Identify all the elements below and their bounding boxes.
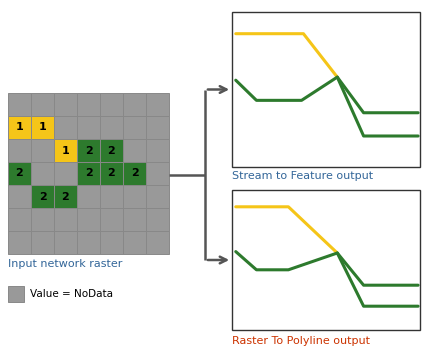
Bar bbox=[77, 139, 100, 162]
Bar bbox=[8, 162, 31, 185]
Text: 2: 2 bbox=[131, 168, 138, 178]
Bar bbox=[31, 116, 54, 139]
Bar bbox=[31, 208, 54, 231]
Bar bbox=[100, 185, 123, 208]
Bar bbox=[232, 12, 420, 167]
Bar bbox=[31, 162, 54, 185]
Bar bbox=[31, 185, 54, 208]
Bar bbox=[31, 185, 54, 208]
Bar bbox=[100, 116, 123, 139]
Bar bbox=[123, 116, 146, 139]
Bar bbox=[54, 116, 77, 139]
Bar bbox=[77, 139, 100, 162]
Bar bbox=[123, 93, 146, 116]
Bar bbox=[31, 116, 54, 139]
Bar bbox=[123, 162, 146, 185]
Bar bbox=[100, 139, 123, 162]
Text: 2: 2 bbox=[85, 168, 92, 178]
Bar bbox=[123, 139, 146, 162]
Bar bbox=[100, 162, 123, 185]
Bar bbox=[77, 162, 100, 185]
Bar bbox=[8, 116, 31, 139]
Bar bbox=[100, 208, 123, 231]
Bar bbox=[146, 185, 169, 208]
Bar bbox=[8, 116, 31, 139]
Bar bbox=[8, 286, 24, 302]
Bar bbox=[123, 208, 146, 231]
Bar bbox=[8, 93, 31, 116]
Text: 1: 1 bbox=[39, 122, 46, 132]
Bar bbox=[54, 139, 77, 162]
Bar bbox=[100, 93, 123, 116]
Text: Raster To Polyline output: Raster To Polyline output bbox=[232, 336, 370, 346]
Bar bbox=[54, 162, 77, 185]
Bar bbox=[54, 208, 77, 231]
Bar bbox=[77, 162, 100, 185]
Text: 1: 1 bbox=[61, 145, 69, 155]
Bar bbox=[31, 93, 54, 116]
Bar bbox=[146, 93, 169, 116]
Bar bbox=[146, 116, 169, 139]
Text: 2: 2 bbox=[108, 145, 115, 155]
Bar bbox=[123, 231, 146, 254]
Bar bbox=[100, 231, 123, 254]
Text: 2: 2 bbox=[61, 191, 69, 201]
Text: 1: 1 bbox=[15, 122, 23, 132]
Bar bbox=[232, 190, 420, 330]
Bar bbox=[77, 231, 100, 254]
Bar bbox=[8, 231, 31, 254]
Bar bbox=[77, 116, 100, 139]
Bar bbox=[54, 231, 77, 254]
Bar bbox=[77, 208, 100, 231]
Bar bbox=[146, 139, 169, 162]
Bar bbox=[8, 139, 31, 162]
Bar bbox=[146, 162, 169, 185]
Bar bbox=[54, 185, 77, 208]
Bar bbox=[146, 208, 169, 231]
Bar bbox=[54, 139, 77, 162]
Text: 2: 2 bbox=[108, 168, 115, 178]
Bar bbox=[31, 231, 54, 254]
Bar bbox=[54, 185, 77, 208]
Bar bbox=[77, 185, 100, 208]
Bar bbox=[100, 139, 123, 162]
Bar bbox=[100, 162, 123, 185]
Text: Input network raster: Input network raster bbox=[8, 259, 123, 269]
Bar bbox=[146, 231, 169, 254]
Text: 2: 2 bbox=[39, 191, 46, 201]
Bar bbox=[123, 185, 146, 208]
Text: 2: 2 bbox=[85, 145, 92, 155]
Text: 2: 2 bbox=[15, 168, 23, 178]
Bar bbox=[8, 185, 31, 208]
Text: Value = NoData: Value = NoData bbox=[30, 289, 113, 299]
Bar bbox=[77, 93, 100, 116]
Bar bbox=[54, 93, 77, 116]
Bar bbox=[31, 139, 54, 162]
Text: Stream to Feature output: Stream to Feature output bbox=[232, 171, 373, 181]
Bar bbox=[8, 208, 31, 231]
Bar bbox=[8, 162, 31, 185]
Bar bbox=[123, 162, 146, 185]
